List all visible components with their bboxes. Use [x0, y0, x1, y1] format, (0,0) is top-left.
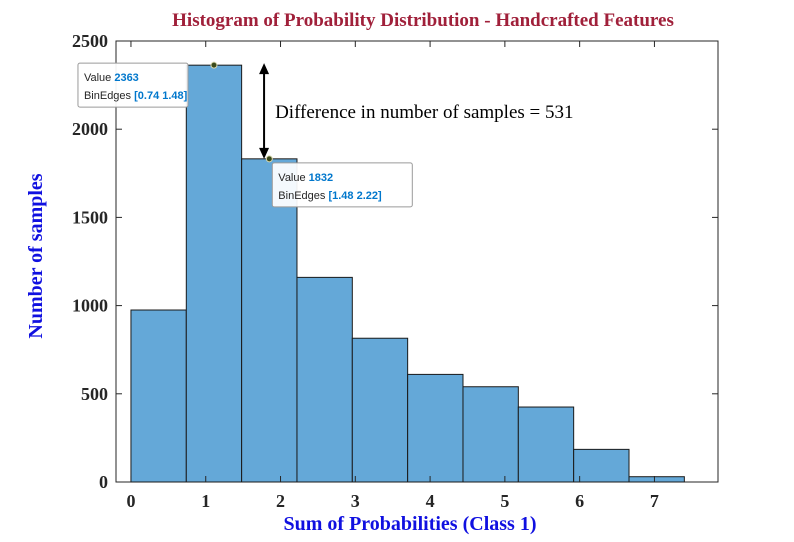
- histogram-bar: [407, 373, 464, 483]
- histogram-bar: [241, 158, 298, 483]
- histogram-bar: [517, 406, 575, 483]
- y-tick-label: 1000: [72, 296, 108, 316]
- histogram-bar: [462, 386, 519, 483]
- histogram-bar: [628, 476, 685, 483]
- y-axis-label: Number of samples: [25, 173, 47, 338]
- datatip-marker[interactable]: [265, 155, 273, 163]
- datatip-value: Value 2363: [84, 72, 139, 84]
- histogram-bar: [296, 276, 353, 483]
- x-tick-label: 2: [276, 491, 285, 511]
- datatip-binedges: BinEdges [0.74 1.48]: [84, 90, 188, 102]
- datatip[interactable]: Value 1832 BinEdges [1.48 2.22]: [265, 155, 413, 208]
- y-tick-label: 2000: [72, 119, 108, 139]
- datatip-box: [77, 62, 189, 108]
- difference-annotation: Difference in number of samples = 531: [275, 102, 573, 123]
- y-tick-label: 1500: [72, 207, 108, 227]
- y-tick-label: 0: [99, 472, 108, 492]
- x-tick-label: 5: [500, 491, 509, 511]
- chart-title: Histogram of Probability Distribution - …: [172, 10, 674, 31]
- y-tick-label: 500: [81, 384, 108, 404]
- x-tick-label: 1: [201, 491, 210, 511]
- x-tick-label: 4: [426, 491, 435, 511]
- histogram-bar: [185, 64, 243, 483]
- arrow-head-up: [259, 63, 270, 75]
- histogram-bar: [130, 309, 187, 483]
- x-tick-label: 0: [126, 491, 135, 511]
- datatip[interactable]: Value 2363 BinEdges [0.74 1.48]: [77, 61, 218, 108]
- x-axis-label: Sum of Probabilities (Class 1): [284, 513, 537, 535]
- y-tick-label: 2500: [72, 31, 108, 51]
- histogram-bar: [351, 337, 409, 483]
- x-tick-label: 3: [351, 491, 360, 511]
- x-tick-label: 7: [650, 491, 659, 511]
- datatip-marker[interactable]: [210, 61, 218, 69]
- histogram-bar: [573, 448, 630, 483]
- arrow-head-down: [259, 147, 270, 159]
- datatip-binedges: BinEdges [1.48 2.22]: [278, 190, 382, 202]
- x-tick-label: 6: [575, 491, 584, 511]
- datatip-box: [271, 162, 413, 208]
- datatip-value: Value 1832: [278, 172, 333, 184]
